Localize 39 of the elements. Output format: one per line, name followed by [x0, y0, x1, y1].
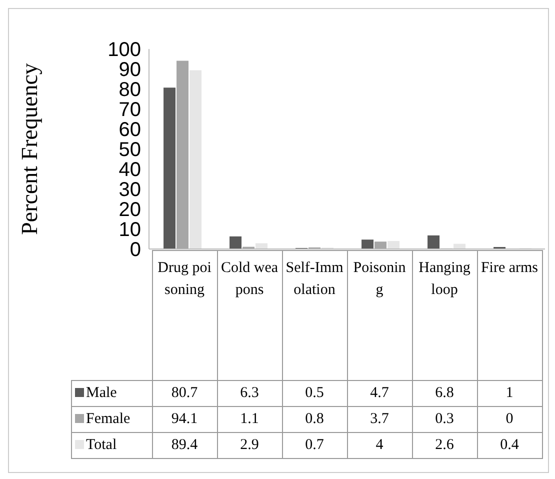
- data-label: 2.9: [217, 432, 282, 458]
- y-tick-label: 90: [118, 59, 141, 82]
- x-tick-label: Self-Immolation: [282, 250, 347, 380]
- data-label: 4.7: [347, 380, 412, 406]
- y-tick-label: 60: [118, 119, 141, 142]
- y-tick-label: 30: [118, 179, 141, 202]
- data-label: 0.8: [282, 406, 347, 432]
- legend-label: Total: [86, 437, 117, 453]
- data-label: 2.6: [412, 432, 477, 458]
- x-tick-label: Fire arms: [477, 250, 542, 380]
- x-tick-label: Drug poisoning: [152, 250, 217, 380]
- data-label: 0: [477, 406, 542, 432]
- legend-label: Male: [86, 385, 117, 401]
- x-tick-label: Cold weapons: [217, 250, 282, 380]
- y-tick-label: 100: [108, 39, 141, 62]
- data-label: 89.4: [152, 432, 217, 458]
- data-label: 3.7: [347, 406, 412, 432]
- y-tick-label: 20: [118, 199, 141, 222]
- data-label: 4: [347, 432, 412, 458]
- data-label: 1.1: [217, 406, 282, 432]
- data-label: 1: [477, 380, 542, 406]
- y-tick-label: 0: [130, 239, 141, 262]
- y-tick-label: 10: [118, 219, 141, 242]
- data-label: 0.3: [412, 406, 477, 432]
- y-axis-title: Percent Frequency: [17, 62, 42, 235]
- data-label: 6.3: [217, 380, 282, 406]
- y-tick-label: 80: [118, 79, 141, 102]
- y-tick-label: 70: [118, 99, 141, 122]
- data-label: 0.5: [282, 380, 347, 406]
- data-label: 0.7: [282, 432, 347, 458]
- data-label: 0.4: [477, 432, 542, 458]
- legend-label: Female: [86, 411, 130, 427]
- data-label: 80.7: [152, 380, 217, 406]
- x-tick-label: Hanging loop: [412, 250, 477, 380]
- data-label: 94.1: [152, 406, 217, 432]
- data-label: 6.8: [412, 380, 477, 406]
- y-tick-label: 40: [118, 159, 141, 182]
- y-tick-label: 50: [118, 139, 141, 162]
- x-tick-label: Poisoning: [347, 250, 412, 380]
